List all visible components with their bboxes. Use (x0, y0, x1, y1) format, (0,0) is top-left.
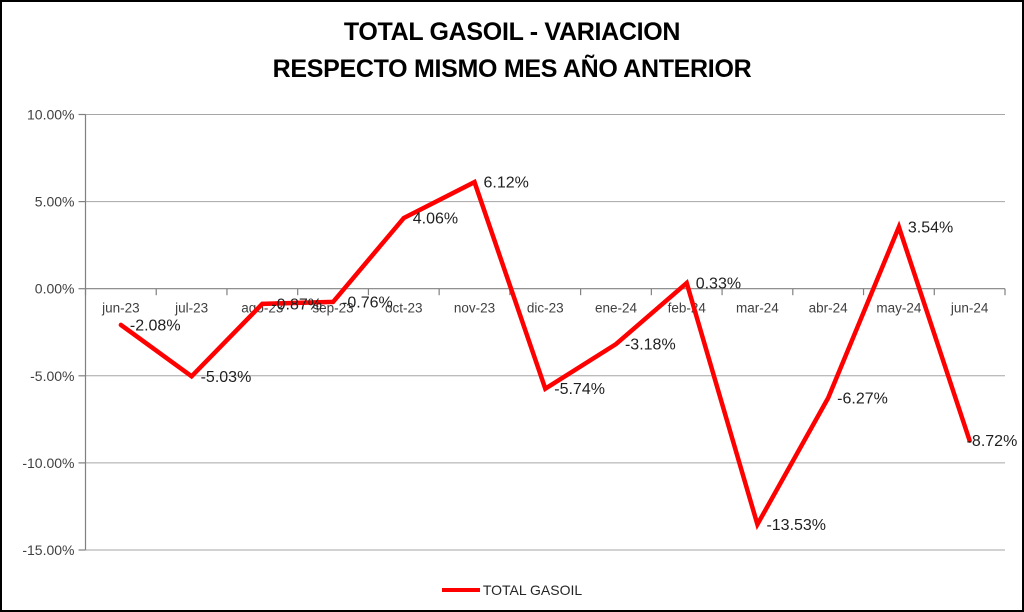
data-label: 4.06% (413, 210, 458, 227)
x-axis-label: jun-23 (101, 301, 140, 316)
data-label: 6.12% (484, 175, 529, 192)
x-axis-label: abr-24 (809, 301, 849, 316)
x-axis-label: nov-23 (454, 301, 495, 316)
x-axis-label: dic-23 (527, 301, 564, 316)
data-label: -0.87% (271, 296, 322, 313)
chart-title: TOTAL GASOIL - VARIACION RESPECTO MISMO … (2, 14, 1022, 88)
data-label: 0.33% (696, 275, 741, 292)
legend: TOTAL GASOIL (2, 582, 1022, 598)
data-label: 3.54% (908, 220, 953, 237)
x-axis-label: ene-24 (595, 301, 638, 316)
data-label: -5.74% (554, 381, 605, 398)
x-axis-label: may-24 (876, 301, 922, 316)
x-axis-label: sep-23 (312, 301, 353, 316)
y-axis-label: 0.00% (35, 281, 75, 297)
series-line-total-gasoil (118, 178, 972, 531)
x-axis-label: jun-24 (950, 301, 989, 316)
x-axis-label: mar-24 (736, 301, 779, 316)
data-label: -6.27% (837, 390, 888, 407)
x-axis-label: oct-23 (385, 301, 423, 316)
legend-line-swatch (441, 588, 480, 592)
data-label: -13.53% (766, 517, 826, 534)
chart-title-line2: RESPECTO MISMO MES AÑO ANTERIOR (272, 55, 752, 83)
chart-title-line1: TOTAL GASOIL - VARIACION (343, 18, 681, 46)
data-label: -8.72% (967, 433, 1018, 450)
y-axis-label: 10.00% (27, 107, 74, 123)
y-axis-label: -15.00% (22, 542, 74, 558)
data-label: -3.18% (625, 337, 676, 354)
legend-label: TOTAL GASOIL (482, 582, 583, 598)
y-axis-label: -5.00% (30, 368, 74, 384)
x-axis-label: feb-24 (668, 301, 707, 316)
x-axis-label: jul-23 (174, 301, 208, 316)
data-label: -0.76% (342, 294, 393, 311)
y-axis-label: -10.00% (22, 455, 74, 471)
data-label: -5.03% (201, 369, 252, 386)
data-label: -2.08% (130, 317, 181, 334)
y-axis-label: 5.00% (35, 194, 75, 210)
